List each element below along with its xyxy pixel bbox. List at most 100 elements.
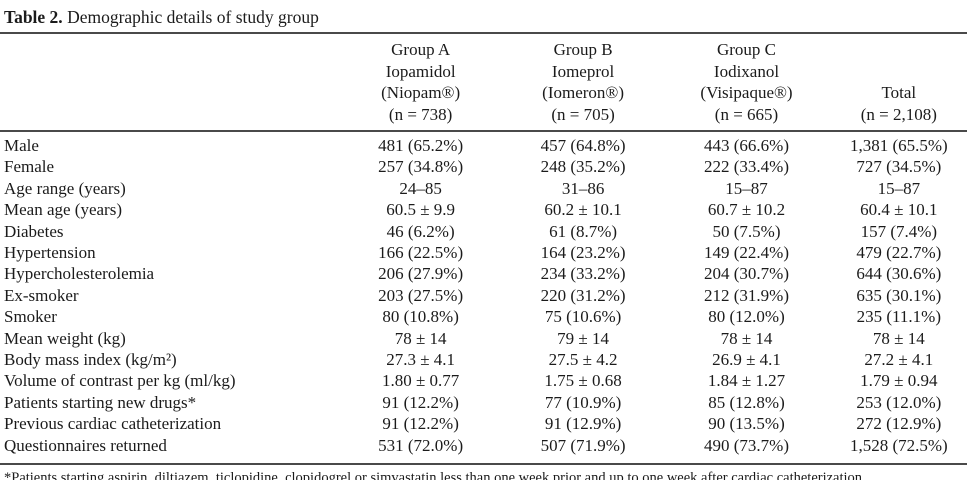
table-caption: Table 2. Demographic details of study gr… — [0, 6, 967, 28]
table-row: Female 257 (34.8%) 248 (35.2%) 222 (33.4%) 7… — [0, 156, 967, 177]
row-label: Volume of contrast per kg (ml/kg) — [4, 371, 236, 391]
data-cell: 248 (35.2%) — [540, 157, 626, 177]
data-cell: 79 ± 14 — [557, 328, 609, 348]
data-cell: 257 (34.8%) — [378, 157, 464, 177]
row-label: Hypertension — [4, 243, 96, 263]
data-cell: 1.84 ± 1.27 — [707, 371, 786, 391]
data-cell: 60.7 ± 10.2 — [707, 200, 786, 220]
data-cell: 1.79 ± 0.94 — [860, 371, 938, 391]
data-cell: 60.4 ± 10.1 — [860, 200, 938, 220]
row-label: Age range (years) — [4, 178, 126, 198]
table-row: Patients starting new drugs* 91 (12.2%) 77… — [0, 392, 967, 413]
table-number: Table 2. — [4, 7, 63, 27]
bottom-rule — [0, 463, 967, 466]
row-label: Smoker — [4, 307, 57, 327]
data-cell: 90 (13.5%) — [708, 414, 785, 434]
data-cell: 272 (12.9%) — [856, 414, 942, 434]
data-cell: 443 (66.6%) — [704, 136, 789, 155]
data-cell: 166 (22.5%) — [378, 243, 464, 263]
data-cell: 457 (64.8%) — [540, 136, 626, 155]
data-cell: 80 (10.8%) — [382, 307, 459, 327]
data-cell: 1,528 (72.5%) — [849, 435, 948, 455]
data-cell: 635 (30.1%) — [856, 285, 942, 305]
table-row: Ex-smoker 203 (27.5%) 220 (31.2%) 212 (31.9… — [0, 285, 967, 306]
data-cell: 164 (23.2%) — [540, 243, 626, 263]
column-header-group-a: Group A Iopamidol (Niopam®) (n = 738) — [337, 34, 504, 132]
top-rule — [0, 32, 967, 34]
data-cell: 149 (22.4%) — [704, 243, 789, 263]
data-cell: 222 (33.4%) — [704, 157, 789, 177]
data-cell: 60.5 ± 9.9 — [386, 200, 456, 220]
data-cell: 234 (33.2%) — [540, 264, 626, 284]
column-header-group-c: Group C Iodixanol (Visipaque®) (n = 665) — [662, 34, 831, 132]
row-label: Mean age (years) — [4, 200, 122, 220]
table-row: Diabetes 46 (6.2%) 61 (8.7%) 50 (7.5%) 157 (… — [0, 221, 967, 242]
data-cell: 1.75 ± 0.68 — [544, 371, 622, 391]
row-label: Male — [4, 136, 39, 155]
table-row: Previous cardiac catheterization 91 (12.2… — [0, 413, 967, 434]
row-label: Patients starting new drugs* — [4, 392, 197, 412]
header-row: Group A Iopamidol (Niopam®) (n = 738) Gr… — [0, 34, 967, 132]
data-cell: 31–86 — [561, 178, 605, 198]
data-cell: 78 ± 14 — [720, 328, 773, 348]
table-row: Volume of contrast per kg (ml/kg) 1.80 ± … — [0, 370, 967, 391]
header-corner-cell — [0, 34, 338, 132]
table-footnote: *Patients starting aspirin, diltiazem, t… — [4, 470, 863, 480]
data-cell: 479 (22.7%) — [856, 243, 942, 263]
table-header: Group A Iopamidol (Niopam®) (n = 738) Gr… — [0, 34, 967, 132]
row-label: Hypercholesterolemia — [4, 264, 155, 284]
data-cell: 206 (27.9%) — [378, 264, 464, 284]
table-row: Body mass index (kg/m²) 27.3 ± 4.1 27.5 ± … — [0, 349, 967, 370]
data-cell: 644 (30.6%) — [856, 264, 942, 284]
data-cell: 91 (12.9%) — [544, 414, 622, 434]
table-body: Male 481 (65.2%) 457 (64.8%) 443 (66.6%) 1,3… — [0, 131, 967, 459]
data-cell: 27.2 ± 4.1 — [864, 350, 934, 370]
data-cell: 157 (7.4%) — [860, 221, 938, 241]
data-cell: 75 (10.6%) — [544, 307, 622, 327]
data-cell: 50 (7.5%) — [712, 221, 781, 241]
data-cell: 531 (72.0%) — [378, 435, 464, 455]
row-label: Body mass index (kg/m²) — [4, 350, 177, 370]
row-label: Ex-smoker — [4, 285, 79, 305]
table-row: Hypertension 166 (22.5%) 164 (23.2%) 149 (2… — [0, 242, 967, 263]
data-cell: 253 (12.0%) — [856, 392, 942, 412]
data-cell: 1,381 (65.5%) — [849, 136, 948, 155]
table-row: Questionnaires returned 531 (72.0%) 507 (7… — [0, 435, 967, 459]
data-cell: 490 (73.7%) — [704, 435, 789, 455]
data-cell: 235 (11.1%) — [856, 307, 941, 327]
table-title-text: Demographic details of study group — [67, 7, 319, 27]
table-row: Mean weight (kg) 78 ± 14 79 ± 14 78 ± 14 78 … — [0, 328, 967, 349]
row-label: Diabetes — [4, 221, 64, 241]
data-cell: 60.2 ± 10.1 — [544, 200, 622, 220]
data-cell: 26.9 ± 4.1 — [712, 350, 781, 370]
row-label: Female — [4, 157, 55, 177]
row-label: Previous cardiac catheterization — [4, 414, 222, 434]
data-cell: 91 (12.2%) — [382, 414, 459, 434]
data-cell: 77 (10.9%) — [544, 392, 622, 412]
data-cell: 203 (27.5%) — [378, 285, 464, 305]
demographics-table: Group A Iopamidol (Niopam®) (n = 738) Gr… — [0, 34, 967, 459]
table-row: Smoker 80 (10.8%) 75 (10.6%) 80 (12.0%) 235 … — [0, 306, 967, 327]
table-row: Age range (years) 24–85 31–86 15–87 15–87 — [0, 178, 967, 199]
data-cell: 727 (34.5%) — [856, 157, 942, 177]
data-cell: 78 ± 14 — [872, 328, 925, 348]
data-cell: 27.5 ± 4.2 — [548, 350, 618, 370]
table-row: Mean age (years) 60.5 ± 9.9 60.2 ± 10.1 60.… — [0, 199, 967, 220]
data-cell: 15–87 — [725, 178, 768, 198]
data-cell: 507 (71.9%) — [540, 435, 626, 455]
data-cell: 220 (31.2%) — [540, 285, 626, 305]
data-cell: 80 (12.0%) — [708, 307, 785, 327]
data-cell: 46 (6.2%) — [386, 221, 455, 241]
data-cell: 78 ± 14 — [394, 328, 447, 348]
data-cell: 212 (31.9%) — [704, 285, 789, 305]
data-cell: 91 (12.2%) — [382, 392, 459, 412]
table-row: Hypercholesterolemia 206 (27.9%) 234 (33.2… — [0, 263, 967, 284]
data-cell: 27.3 ± 4.1 — [386, 350, 456, 370]
data-cell: 61 (8.7%) — [549, 221, 618, 241]
data-cell: 15–87 — [877, 178, 921, 198]
data-cell: 481 (65.2%) — [378, 136, 464, 155]
data-cell: 204 (30.7%) — [704, 264, 789, 284]
data-cell: 24–85 — [399, 178, 442, 198]
column-header-group-b: Group B Iomeprol (Iomeron®) (n = 705) — [503, 34, 663, 132]
